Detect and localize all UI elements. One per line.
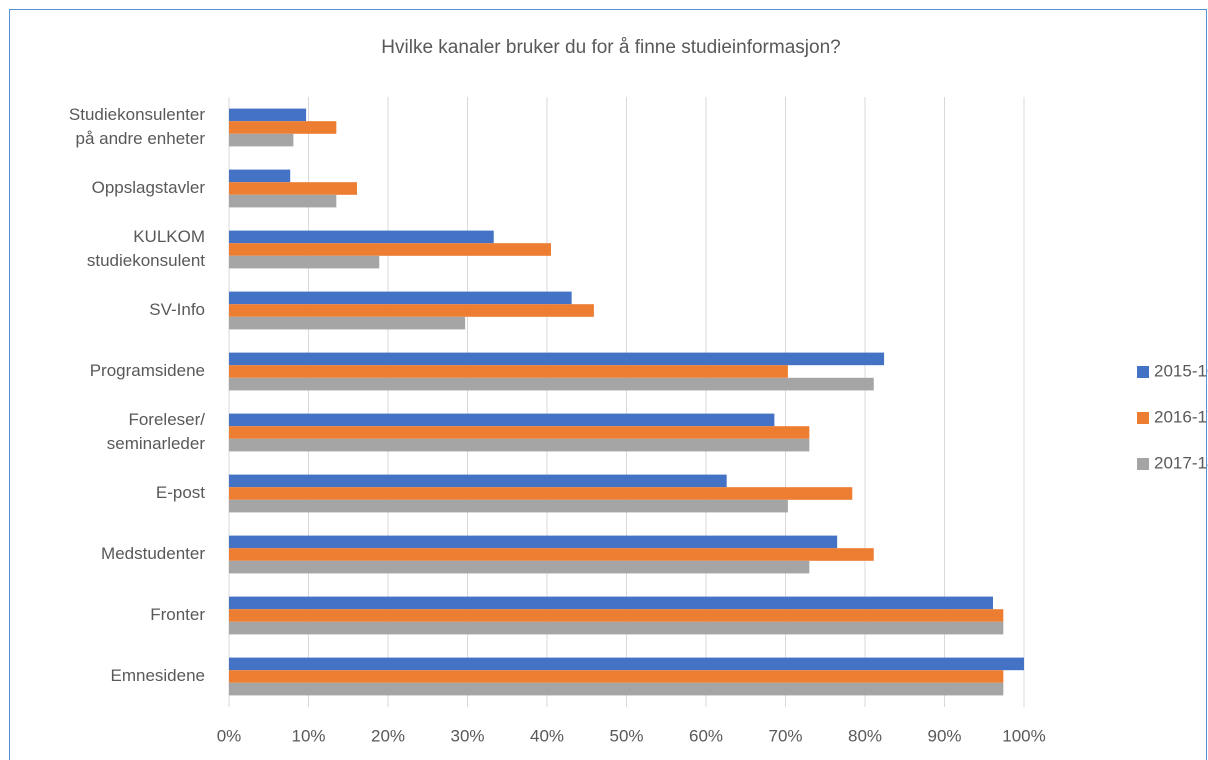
bar xyxy=(229,194,337,208)
x-tick-label: 10% xyxy=(291,726,325,745)
x-tick-label: 40% xyxy=(530,726,564,745)
x-tick-label: 90% xyxy=(927,726,961,745)
bar xyxy=(229,535,838,549)
bar xyxy=(229,304,594,317)
y-tick-label: Oppslagstavler xyxy=(92,178,206,197)
chart-title: Hvilke kanaler bruker du for å finne stu… xyxy=(381,37,840,58)
bar xyxy=(229,560,810,574)
bar xyxy=(229,657,1024,671)
legend-swatch xyxy=(1137,412,1149,424)
legend-label: 2015-16 xyxy=(1154,361,1208,380)
bar xyxy=(229,243,551,256)
bar xyxy=(229,377,874,391)
y-tick-label: på andre enheter xyxy=(76,129,206,148)
y-tick-label: Emnesidene xyxy=(110,666,205,685)
bar xyxy=(229,621,1004,635)
y-tick-label: Programsidene xyxy=(90,361,205,380)
bar xyxy=(229,487,853,500)
bar xyxy=(229,426,810,439)
x-tick-label: 60% xyxy=(689,726,723,745)
legend-swatch xyxy=(1137,366,1149,378)
bar xyxy=(229,121,337,134)
bar xyxy=(229,499,788,513)
bar xyxy=(229,682,1004,696)
bar xyxy=(229,596,993,610)
legend-label: 2016-17 xyxy=(1154,407,1208,426)
bar xyxy=(229,316,466,330)
x-tick-label: 50% xyxy=(609,726,643,745)
bar xyxy=(229,365,788,378)
bar xyxy=(229,182,357,195)
bar xyxy=(229,230,494,244)
x-tick-label: 0% xyxy=(217,726,242,745)
x-tick-label: 70% xyxy=(768,726,802,745)
x-tick-label: 100% xyxy=(1002,726,1045,745)
y-tick-label: studiekonsulent xyxy=(87,251,205,270)
bar xyxy=(229,255,380,269)
bar xyxy=(229,413,775,427)
y-tick-label: E-post xyxy=(156,483,205,502)
legend-label: 2017-18 xyxy=(1154,453,1208,472)
bar xyxy=(229,169,291,183)
bar xyxy=(229,609,1004,622)
bar xyxy=(229,352,885,366)
y-tick-label: Fronter xyxy=(150,605,205,624)
y-tick-label: seminarleder xyxy=(107,434,206,453)
bar xyxy=(229,438,810,452)
y-tick-label: Foreleser/ xyxy=(128,410,205,429)
y-tick-label: KULKOM xyxy=(133,227,205,246)
bar xyxy=(229,548,874,561)
bar xyxy=(229,670,1004,683)
bar xyxy=(229,133,294,147)
bar xyxy=(229,291,572,305)
x-tick-label: 80% xyxy=(848,726,882,745)
y-tick-label: Medstudenter xyxy=(101,544,205,563)
bar xyxy=(229,474,727,488)
x-tick-label: 20% xyxy=(371,726,405,745)
y-tick-label: SV-Info xyxy=(149,300,205,319)
bar xyxy=(229,108,307,122)
y-tick-label: Studiekonsulenter xyxy=(69,105,205,124)
x-tick-label: 30% xyxy=(450,726,484,745)
legend-swatch xyxy=(1137,458,1149,470)
